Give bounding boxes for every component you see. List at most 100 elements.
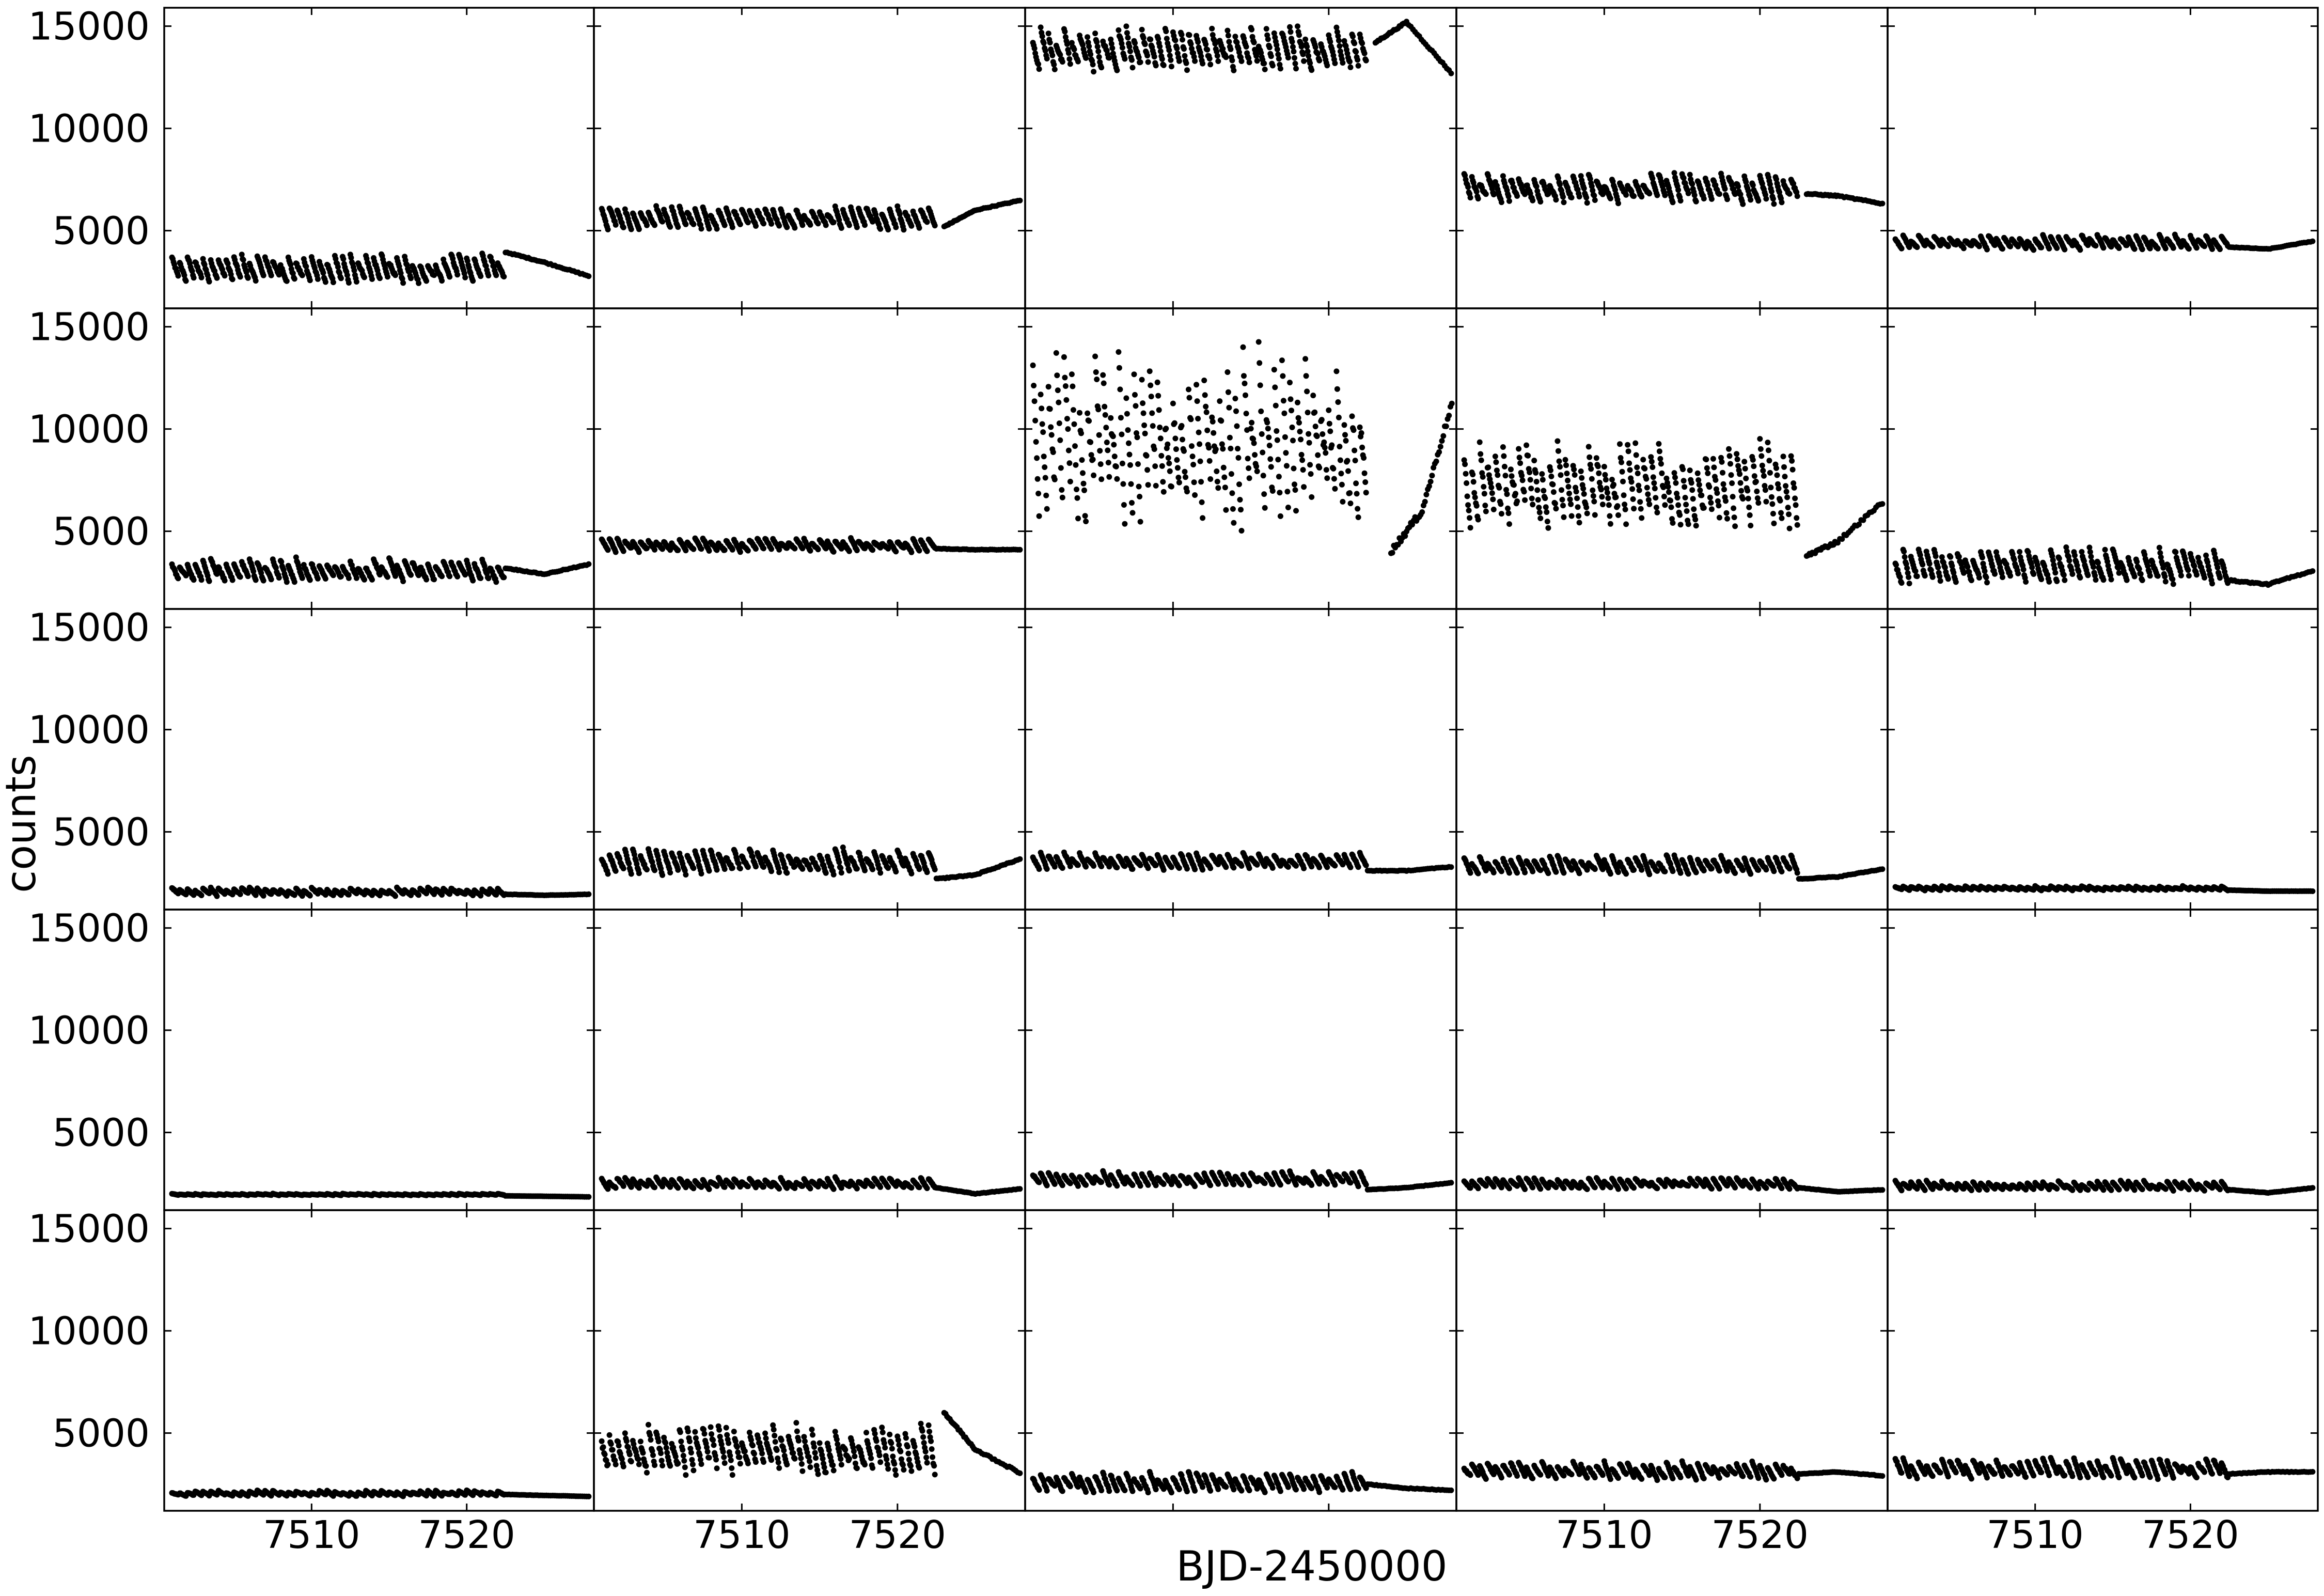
data-point bbox=[1119, 460, 1125, 466]
data-point bbox=[1096, 432, 1102, 438]
data-point bbox=[1599, 494, 1605, 500]
data-point bbox=[1180, 37, 1185, 43]
data-point bbox=[1067, 61, 1073, 67]
data-point bbox=[1228, 445, 1234, 451]
data-point bbox=[346, 280, 352, 286]
data-point bbox=[1748, 523, 1754, 528]
data-point bbox=[1246, 475, 1252, 481]
data-point bbox=[1501, 463, 1508, 470]
data-point bbox=[1098, 476, 1105, 482]
data-point bbox=[1782, 474, 1788, 480]
data-point bbox=[1096, 54, 1102, 60]
data-point bbox=[1682, 495, 1688, 500]
data-point bbox=[291, 276, 297, 282]
data-point bbox=[351, 268, 357, 274]
data-point bbox=[307, 893, 313, 899]
data-point bbox=[1326, 407, 1332, 413]
data-point bbox=[1073, 462, 1079, 468]
data-point bbox=[1623, 521, 1629, 527]
data-point bbox=[1102, 403, 1108, 410]
data-point bbox=[1237, 497, 1243, 503]
data-point bbox=[846, 548, 852, 554]
data-point bbox=[1595, 463, 1601, 470]
data-point bbox=[1166, 47, 1172, 53]
data-point bbox=[683, 221, 689, 227]
data-point bbox=[1251, 440, 1257, 446]
data-point bbox=[1164, 36, 1170, 42]
data-point bbox=[1738, 488, 1745, 494]
data-point bbox=[1203, 409, 1210, 415]
data-point bbox=[1607, 513, 1613, 519]
data-point bbox=[1321, 439, 1327, 445]
data-point bbox=[1242, 380, 1248, 386]
data-point bbox=[1245, 456, 1251, 462]
data-point bbox=[1266, 434, 1272, 441]
data-point bbox=[1152, 463, 1158, 470]
data-point bbox=[1083, 519, 1089, 524]
data-point bbox=[2186, 246, 2192, 252]
data-point bbox=[478, 273, 484, 279]
data-point bbox=[1213, 446, 1219, 452]
data-point bbox=[1260, 449, 1266, 456]
data-point bbox=[2170, 581, 2176, 587]
data-point bbox=[1720, 470, 1725, 476]
data-point bbox=[1097, 461, 1104, 467]
data-point bbox=[1629, 486, 1636, 492]
data-point bbox=[237, 574, 243, 580]
data-point bbox=[175, 273, 181, 279]
data-point bbox=[1716, 191, 1722, 197]
data-point bbox=[1668, 504, 1674, 510]
data-point bbox=[924, 548, 930, 554]
data-point bbox=[1659, 470, 1665, 476]
data-point bbox=[1298, 451, 1305, 458]
data-point bbox=[620, 548, 626, 554]
data-point bbox=[1038, 392, 1044, 398]
data-point bbox=[1064, 416, 1070, 422]
data-point bbox=[2186, 573, 2192, 579]
data-point bbox=[605, 871, 611, 877]
data-point bbox=[1188, 41, 1194, 47]
data-point bbox=[1347, 64, 1354, 70]
data-point bbox=[2000, 246, 2005, 252]
data-point bbox=[1281, 410, 1287, 416]
data-point bbox=[1898, 245, 1905, 252]
data-point bbox=[1363, 57, 1369, 64]
data-point bbox=[1723, 510, 1730, 516]
data-point bbox=[1750, 457, 1756, 463]
data-point bbox=[1767, 470, 1773, 476]
data-point bbox=[1298, 43, 1305, 50]
data-point bbox=[1535, 497, 1541, 503]
data-point bbox=[1654, 192, 1660, 198]
data-point bbox=[240, 257, 246, 263]
data-point bbox=[2052, 570, 2059, 576]
data-point bbox=[1929, 244, 1936, 250]
data-point bbox=[1243, 392, 1248, 398]
data-point bbox=[2017, 549, 2023, 555]
data-point bbox=[1119, 44, 1125, 51]
data-point bbox=[1753, 478, 1759, 484]
data-point bbox=[1906, 574, 1912, 580]
data-point bbox=[1069, 371, 1075, 378]
data-point bbox=[1689, 181, 1695, 187]
data-point bbox=[1080, 470, 1086, 476]
data-point bbox=[1334, 386, 1340, 392]
data-point bbox=[1181, 46, 1187, 52]
data-point bbox=[1302, 356, 1309, 362]
data-point bbox=[1153, 482, 1159, 489]
data-point bbox=[1467, 515, 1473, 521]
data-point bbox=[1186, 386, 1191, 393]
data-point bbox=[1183, 474, 1188, 480]
data-point bbox=[1789, 458, 1795, 464]
data-point bbox=[1330, 465, 1337, 472]
data-point bbox=[1789, 466, 1796, 473]
data-point bbox=[1078, 430, 1084, 436]
data-point bbox=[1106, 55, 1112, 61]
data-point bbox=[485, 273, 492, 279]
data-point bbox=[1732, 523, 1738, 529]
data-point bbox=[2155, 245, 2161, 252]
data-point bbox=[198, 577, 205, 583]
data-point bbox=[1297, 429, 1303, 434]
data-point bbox=[1948, 554, 1954, 560]
data-point bbox=[1576, 513, 1582, 519]
data-point bbox=[1470, 472, 1476, 478]
